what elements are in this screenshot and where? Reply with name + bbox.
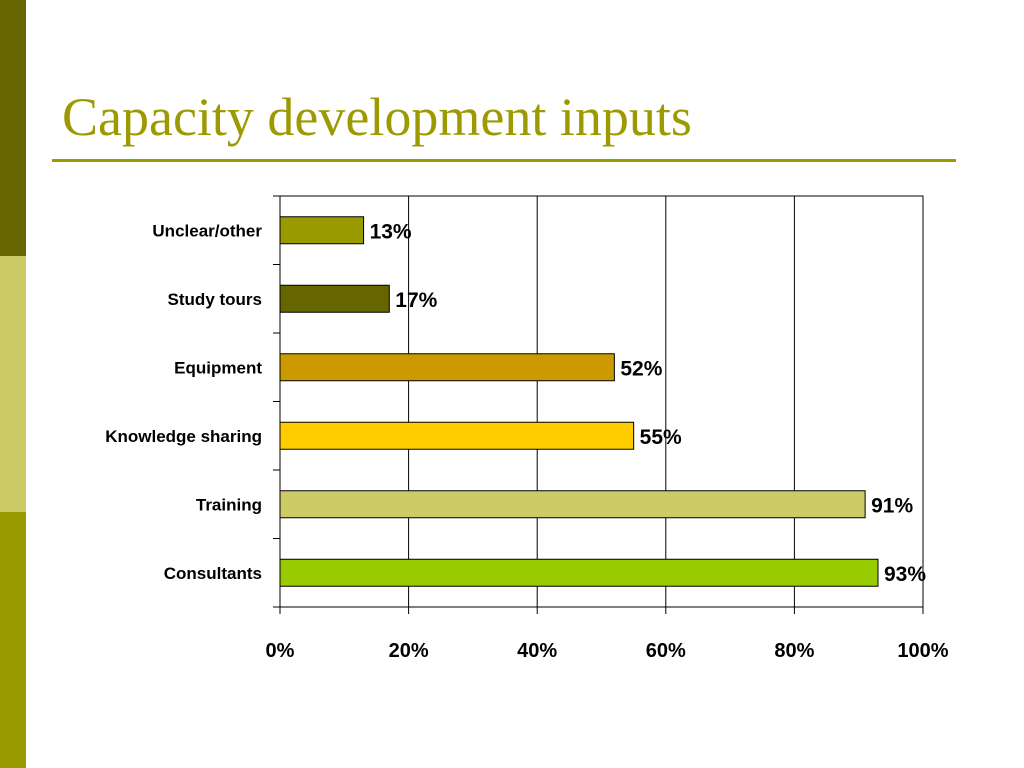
x-tick-label: 0%: [266, 640, 295, 662]
slide-title: Capacity development inputs: [62, 87, 692, 147]
x-tick-label: 60%: [646, 640, 686, 662]
bar: [279, 421, 635, 450]
sidebar-accent-bottom: [0, 512, 26, 768]
x-tick-label: 80%: [774, 640, 814, 662]
x-tick-label: 40%: [517, 640, 557, 662]
data-label: 93%: [884, 563, 926, 586]
data-label: 55%: [640, 426, 682, 449]
category-label: Equipment: [174, 358, 262, 377]
category-label: Study tours: [168, 290, 262, 309]
plot-area-frame: [279, 195, 924, 608]
category-label: Consultants: [164, 564, 262, 583]
sidebar-accent-middle: [0, 256, 26, 512]
category-label: Unclear/other: [152, 221, 262, 240]
bar: [279, 558, 879, 587]
bar: [279, 216, 365, 245]
data-label: 13%: [370, 220, 412, 243]
title-underline: [52, 159, 956, 162]
data-label: 52%: [620, 357, 662, 380]
x-tick-label: 20%: [389, 640, 429, 662]
data-label: 17%: [395, 289, 437, 312]
data-label: 91%: [871, 494, 913, 517]
x-tick-label: 100%: [897, 640, 948, 662]
bar: [279, 490, 866, 519]
category-label: Training: [196, 495, 262, 514]
bar: [279, 353, 615, 382]
bar: [279, 284, 390, 313]
sidebar-accent-top: [0, 0, 26, 256]
category-label: Knowledge sharing: [105, 427, 262, 446]
